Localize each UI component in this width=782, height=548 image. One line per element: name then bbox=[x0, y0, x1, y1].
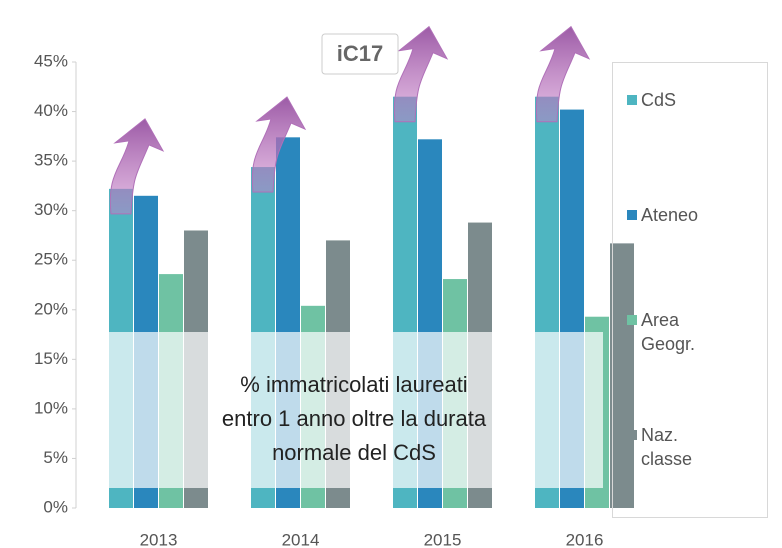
y-tick-label: 0% bbox=[43, 497, 68, 516]
annotation: % immatricolati laureati bbox=[240, 372, 467, 397]
legend-label: Ateneo bbox=[641, 205, 699, 225]
legend-swatch bbox=[627, 315, 637, 325]
legend-swatch bbox=[627, 430, 637, 440]
legend-item: CdS bbox=[627, 88, 747, 112]
x-tick-label: 2014 bbox=[282, 530, 320, 548]
y-tick-label: 35% bbox=[34, 151, 68, 170]
chart-title: iC17 bbox=[337, 41, 383, 66]
x-tick-label: 2015 bbox=[424, 530, 462, 548]
legend-swatch bbox=[627, 210, 637, 220]
annotation: entro 1 anno oltre la durata bbox=[222, 406, 487, 431]
bar bbox=[610, 243, 634, 508]
legend-swatch bbox=[627, 95, 637, 105]
arrow bbox=[393, 25, 449, 123]
y-tick-label: 40% bbox=[34, 101, 68, 120]
y-tick-label: 45% bbox=[34, 51, 68, 70]
legend-label: Naz. classe bbox=[641, 425, 693, 469]
legend: CdS Ateneo Area Geogr. Naz. classe bbox=[612, 62, 768, 518]
y-tick-label: 20% bbox=[34, 299, 68, 318]
legend-item: Ateneo bbox=[627, 203, 747, 227]
title-box bbox=[321, 33, 399, 75]
legend-label: CdS bbox=[641, 90, 677, 110]
y-tick-label: 5% bbox=[43, 448, 68, 467]
y-tick-label: 15% bbox=[34, 349, 68, 368]
legend-item: Area Geogr. bbox=[627, 308, 747, 356]
y-tick-label: 25% bbox=[34, 250, 68, 269]
annotation: normale del CdS bbox=[272, 440, 436, 465]
y-tick-label: 10% bbox=[34, 398, 68, 417]
x-tick-label: 2013 bbox=[140, 530, 178, 548]
arrow bbox=[251, 96, 307, 193]
legend-item: Naz. classe bbox=[627, 423, 747, 471]
arrow bbox=[109, 118, 165, 215]
legend-label: Area Geogr. bbox=[641, 310, 696, 354]
arrow bbox=[535, 25, 591, 123]
y-tick-label: 30% bbox=[34, 200, 68, 219]
annotation-box bbox=[105, 332, 603, 488]
x-tick-label: 2016 bbox=[566, 530, 604, 548]
